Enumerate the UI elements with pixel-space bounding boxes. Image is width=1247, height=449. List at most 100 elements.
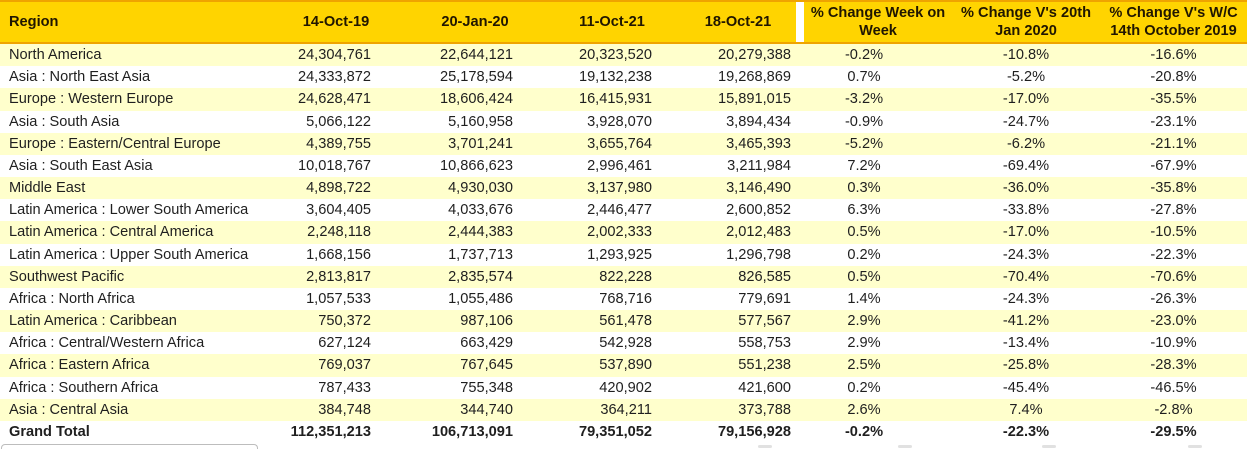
value-18-oct-21: 558,753 <box>738 335 791 352</box>
table-row: Europe : Eastern/Central Europe 4,389,75… <box>0 132 1247 155</box>
value-14-oct-19: 24,628,471 <box>297 91 371 108</box>
region-cell: Latin America : Caribbean <box>9 313 177 330</box>
pct-week-on-week: -0.2% <box>844 424 884 440</box>
table-row: North America 24,304,761 22,644,121 20,3… <box>0 44 1247 67</box>
pct-vs-20th-jan-2020: -17.0% <box>1002 224 1050 241</box>
value-20-jan-20: 5,160,958 <box>448 113 513 130</box>
pct-week-on-week: 1.4% <box>847 290 881 307</box>
clipped-text-mark <box>898 445 912 448</box>
value-20-jan-20: 22,644,121 <box>439 47 513 64</box>
value-20-jan-20: 3,701,241 <box>448 135 513 152</box>
region-cell: Asia : North East Asia <box>9 69 151 86</box>
region-cell: Southwest Pacific <box>9 268 125 285</box>
pct-vs-wc-14th-oct-2019: -20.8% <box>1150 69 1197 86</box>
clipped-text-mark <box>1042 445 1056 448</box>
table-row: Asia : South East Asia 10,018,767 10,866… <box>0 154 1247 178</box>
pct-vs-20th-jan-2020: -25.8% <box>1002 357 1050 374</box>
value-11-oct-21: 561,478 <box>599 313 652 330</box>
value-14-oct-19: 24,333,872 <box>297 69 371 86</box>
pct-vs-wc-14th-oct-2019: -35.5% <box>1150 91 1197 108</box>
pct-vs-wc-14th-oct-2019: -2.8% <box>1154 401 1193 418</box>
table-row: Asia : South Asia 5,066,122 5,160,958 3,… <box>0 110 1247 133</box>
value-14-oct-19: 1,057,533 <box>306 290 371 307</box>
value-11-oct-21: 19,132,238 <box>578 69 652 86</box>
value-14-oct-19: 750,372 <box>318 313 371 330</box>
table-header-row: Region 14-Oct-19 20-Jan-20 11-Oct-21 18-… <box>0 0 1247 44</box>
next-row-cell-outline <box>1 444 258 449</box>
value-11-oct-21: 2,446,477 <box>587 202 652 219</box>
value-14-oct-19: 2,248,118 <box>307 224 371 241</box>
value-11-oct-21: 2,002,333 <box>587 224 652 241</box>
column-header-11-oct-21: 11-Oct-21 <box>579 13 645 30</box>
value-14-oct-19: 3,604,405 <box>306 202 371 219</box>
region-cell: Asia : Central Asia <box>9 401 129 418</box>
value-20-jan-20: 987,106 <box>460 313 513 330</box>
pct-vs-wc-14th-oct-2019: -29.5% <box>1150 424 1197 440</box>
table-row: Asia : North East Asia 24,333,872 25,178… <box>0 66 1247 89</box>
region-cell: Asia : South East Asia <box>9 157 153 174</box>
value-18-oct-21: 2,012,483 <box>726 224 791 241</box>
value-14-oct-19: 1,668,156 <box>306 246 371 263</box>
table-row: Africa : Southern Africa 787,433 755,348… <box>0 376 1247 399</box>
pct-vs-wc-14th-oct-2019: -10.5% <box>1150 224 1197 241</box>
region-cell: North America <box>9 47 102 64</box>
pct-vs-20th-jan-2020: -70.4% <box>1002 268 1050 285</box>
value-20-jan-20: 106,713,091 <box>431 424 513 440</box>
value-11-oct-21: 1,293,925 <box>587 246 652 263</box>
pct-vs-20th-jan-2020: -10.8% <box>1002 47 1050 64</box>
value-18-oct-21: 551,238 <box>738 357 791 374</box>
pct-week-on-week: -0.2% <box>844 47 884 64</box>
value-18-oct-21: 826,585 <box>738 268 791 285</box>
value-20-jan-20: 1,055,486 <box>448 290 513 307</box>
region-cell: Grand Total <box>9 424 90 440</box>
value-18-oct-21: 79,156,928 <box>717 424 791 440</box>
value-20-jan-20: 25,178,594 <box>439 69 513 86</box>
pct-week-on-week: 2.9% <box>847 335 881 352</box>
value-18-oct-21: 3,146,490 <box>726 180 791 197</box>
table-row: Latin America : Lower South America 3,60… <box>0 199 1247 222</box>
table-row: Africa : North Africa 1,057,533 1,055,48… <box>0 287 1247 311</box>
pct-vs-20th-jan-2020: -33.8% <box>1002 202 1050 219</box>
pct-vs-wc-14th-oct-2019: -67.9% <box>1150 157 1197 174</box>
pct-week-on-week: 2.9% <box>847 313 881 330</box>
table-row: Latin America : Caribbean 750,372 987,10… <box>0 310 1247 333</box>
region-cell: Latin America : Upper South America <box>9 246 249 263</box>
table-row: Latin America : Upper South America 1,66… <box>0 243 1247 266</box>
value-14-oct-19: 787,433 <box>318 379 371 396</box>
value-20-jan-20: 2,444,383 <box>448 224 513 241</box>
value-11-oct-21: 822,228 <box>599 268 652 285</box>
pct-vs-wc-14th-oct-2019: -35.8% <box>1150 180 1197 197</box>
value-18-oct-21: 15,891,015 <box>717 91 791 108</box>
value-14-oct-19: 10,018,767 <box>297 157 371 174</box>
value-20-jan-20: 344,740 <box>460 401 513 418</box>
value-11-oct-21: 364,211 <box>600 401 652 418</box>
header-column-gap <box>796 2 804 42</box>
pct-week-on-week: -0.9% <box>844 113 884 130</box>
value-14-oct-19: 627,124 <box>318 335 371 352</box>
value-18-oct-21: 421,600 <box>738 379 791 396</box>
region-cell: Asia : South Asia <box>9 113 120 130</box>
pct-vs-20th-jan-2020: -5.2% <box>1006 69 1046 86</box>
region-cell: Latin America : Lower South America <box>9 202 249 219</box>
pct-vs-20th-jan-2020: -6.2% <box>1006 135 1046 152</box>
pct-week-on-week: 2.5% <box>847 357 881 374</box>
region-cell: Africa : Southern Africa <box>9 379 159 396</box>
region-cell: Europe : Eastern/Central Europe <box>9 135 221 152</box>
pct-vs-20th-jan-2020: -45.4% <box>1002 379 1050 396</box>
pct-vs-20th-jan-2020: -17.0% <box>1002 91 1050 108</box>
column-header-14-oct-19: 14-Oct-19 <box>302 13 370 30</box>
value-20-jan-20: 2,835,574 <box>448 268 513 285</box>
value-11-oct-21: 537,890 <box>599 357 652 374</box>
table-row: Latin America : Central America 2,248,11… <box>0 221 1247 244</box>
pct-week-on-week: 0.7% <box>847 69 881 86</box>
value-20-jan-20: 663,429 <box>460 335 513 352</box>
pct-vs-20th-jan-2020: -41.2% <box>1002 313 1050 330</box>
clipped-text-mark <box>1188 445 1202 448</box>
pct-week-on-week: 0.2% <box>847 246 881 263</box>
pct-vs-20th-jan-2020: -24.7% <box>1002 113 1050 130</box>
pct-vs-wc-14th-oct-2019: -26.3% <box>1150 290 1197 307</box>
value-14-oct-19: 24,304,761 <box>297 47 371 64</box>
pct-vs-wc-14th-oct-2019: -27.8% <box>1150 202 1197 219</box>
value-20-jan-20: 18,606,424 <box>439 91 513 108</box>
pct-week-on-week: -3.2% <box>844 91 884 108</box>
